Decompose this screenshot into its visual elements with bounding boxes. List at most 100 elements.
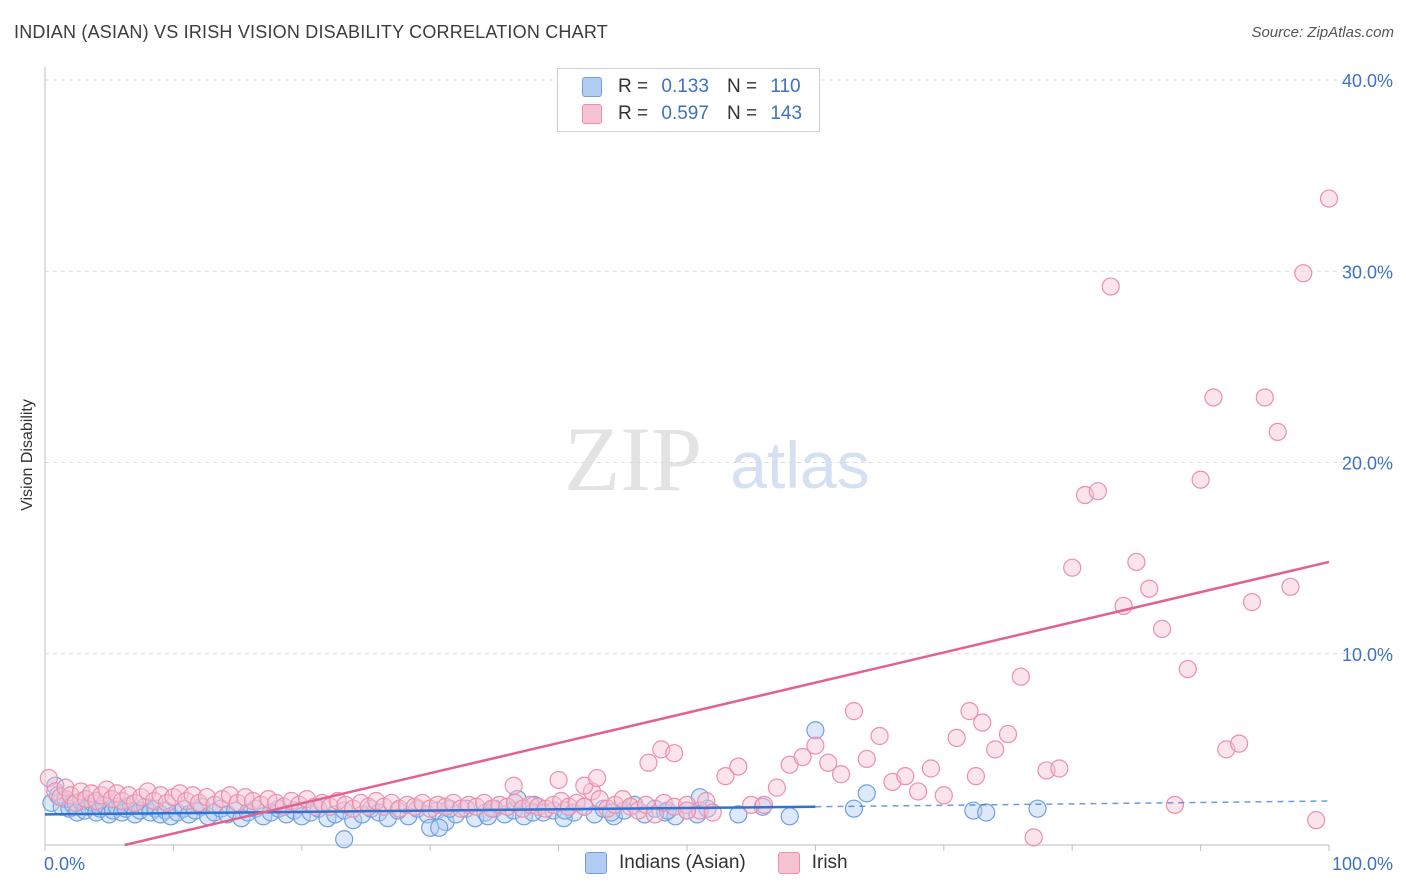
x-tick-label: 100.0% [1332,854,1393,874]
series-legend: Indians (Asian) Irish [585,852,880,874]
data-point-irish [1294,264,1313,283]
data-point-irish [857,749,876,769]
data-point-indians [430,818,449,837]
data-point-irish [767,778,786,797]
y-tick-label: 30.0% [1342,262,1393,282]
legend-r-value: 0.597 [661,103,709,124]
legend-item-irish[interactable]: Irish [777,852,848,874]
data-point-irish [639,753,658,772]
axes [44,67,1330,851]
data-point-irish [220,786,239,805]
tick-labels: 10.0% 20.0% 30.0% 40.0% 0.0% 100.0% [44,71,1393,874]
data-point-irish [921,759,941,778]
data-point-irish [1307,811,1326,830]
data-point-indians [806,721,825,740]
data-point-irish [986,740,1005,759]
data-point-irish [197,788,216,807]
data-point-irish [831,765,851,784]
data-point-irish [896,767,915,786]
data-point-irish [549,770,568,790]
legend-swatch-irish [582,104,602,124]
series-irish-points [39,189,1339,847]
data-point-irish [934,786,953,805]
data-point-irish [754,795,774,814]
data-point-irish [1204,388,1223,407]
legend-swatch-irish [777,852,800,874]
watermark-zip: ZIP [564,408,702,510]
data-point-irish [1281,577,1300,596]
legend-row-irish: R = 0.597 N = 143 [582,102,802,126]
trendline-indians-extension [815,800,1330,808]
data-point-irish [909,782,928,801]
source-label[interactable]: Source: ZipAtlas.com [1251,24,1394,41]
data-point-irish [1255,388,1274,407]
data-point-indians [977,803,996,822]
stats-legend: R = 0.133 N = 110 R = 0.597 N = 143 [557,68,820,132]
data-point-indians [369,803,388,822]
data-point-irish [97,780,116,799]
x-tick-label: 0.0% [44,854,85,874]
chart-title: INDIAN (ASIAN) VS IRISH VISION DISABILIT… [14,22,608,42]
data-point-indians [780,807,799,826]
legend-r-value: 0.133 [661,76,709,97]
data-point-irish [1242,593,1262,612]
data-point-irish [870,726,889,746]
data-point-irish [66,793,85,813]
y-tick-label: 40.0% [1342,71,1393,91]
data-point-irish [1024,828,1043,847]
data-point-irish [504,776,523,795]
data-point-irish [960,702,979,721]
data-point-irish [87,791,106,811]
legend-n-value: 110 [770,76,801,97]
data-point-irish [793,747,812,767]
y-tick-label: 10.0% [1342,645,1393,665]
data-point-irish [806,736,825,755]
data-point-irish [966,767,986,786]
data-point-irish [1319,189,1339,208]
watermark-atlas: atlas [730,428,869,502]
data-point-irish [1011,667,1030,686]
trendline-indians [44,805,816,816]
data-point-irish [665,744,684,763]
data-point-irish [716,767,735,786]
data-point-irish [1063,558,1082,577]
trendlines [44,560,1330,847]
data-point-irish [1230,734,1249,753]
data-point-irish [1268,422,1287,441]
data-point-irish [729,757,748,776]
data-point-irish [1101,277,1120,296]
data-point-indians [857,784,876,803]
legend-r-label: R = [618,76,649,97]
data-point-irish [1152,619,1172,638]
data-point-irish [1088,482,1107,501]
data-point-indians [335,830,354,849]
data-point-indians [729,805,748,824]
watermark: ZIP atlas [564,408,870,510]
legend-n-label: N = [726,76,758,97]
data-point-irish [697,791,716,811]
legend-label-irish: Irish [811,852,848,873]
data-point-indians [1028,799,1047,818]
grid-lines [45,79,1369,655]
legend-swatch-indians [585,852,607,874]
data-point-irish [742,795,761,814]
data-point-indians [514,807,534,826]
legend-n-value: 143 [770,103,803,124]
data-point-irish [1178,659,1197,679]
data-point-irish [947,728,966,748]
data-point-irish [1050,759,1069,778]
data-point-irish [588,768,607,788]
data-point-indians [408,799,427,818]
data-point-irish [677,801,697,820]
data-point-indians [844,799,864,818]
data-point-irish [46,782,65,801]
legend-item-indians[interactable]: Indians (Asian) [585,852,746,874]
data-point-irish [998,724,1018,744]
legend-swatch-indians [582,77,602,97]
y-tick-label: 20.0% [1342,454,1393,474]
data-point-irish [844,702,864,721]
legend-label-indians: Indians (Asian) [619,852,746,873]
data-point-irish [1191,470,1210,489]
data-point-irish [92,786,111,805]
data-point-irish [575,797,594,816]
